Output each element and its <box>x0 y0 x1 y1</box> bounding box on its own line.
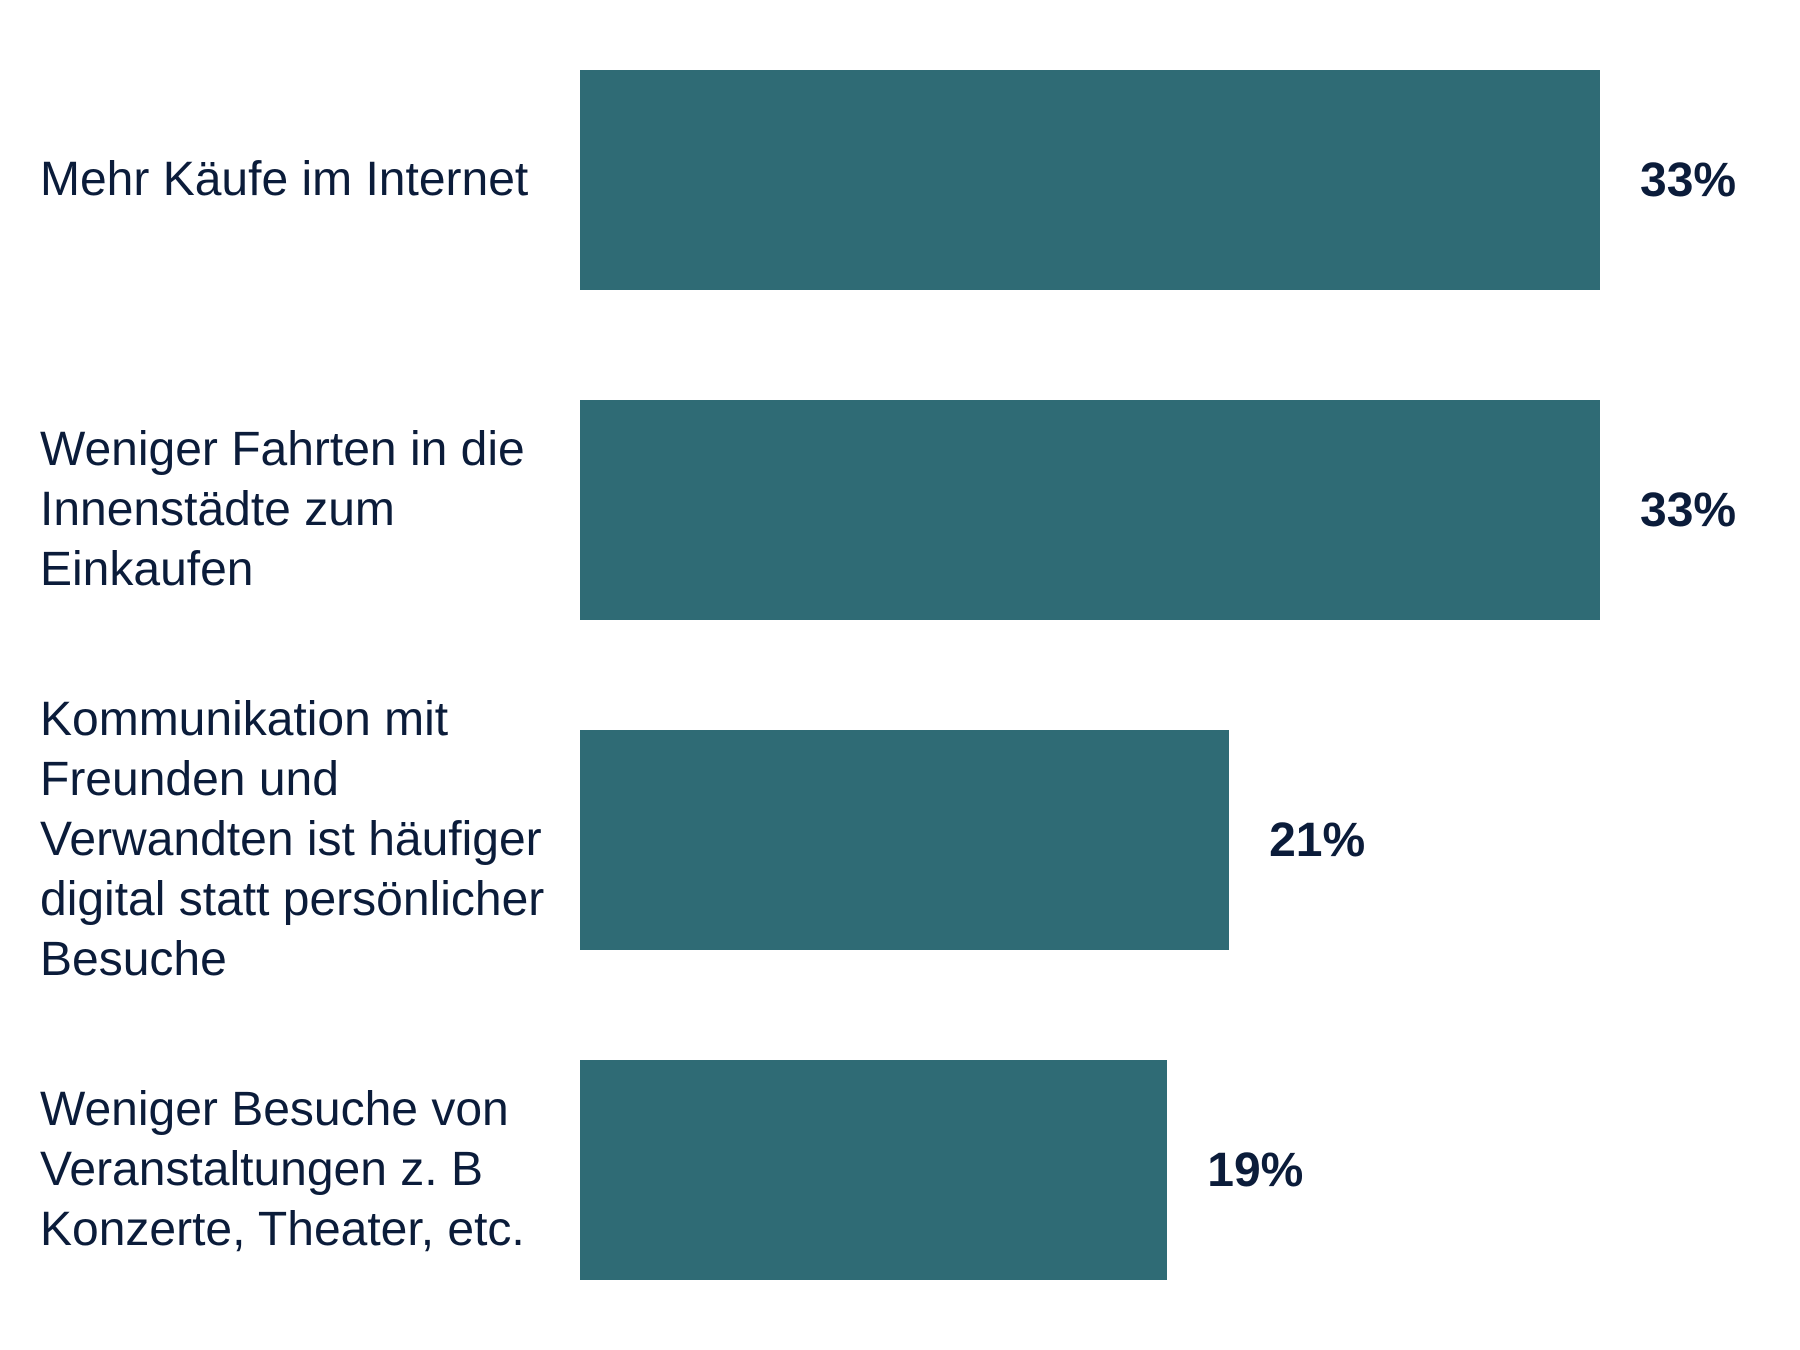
chart-row: Weniger Besuche von Veranstaltungen z. B… <box>40 1030 1760 1310</box>
bar-fill <box>580 400 1600 620</box>
bar-fill <box>580 730 1229 950</box>
bar-label: Mehr Käufe im Internet <box>40 150 580 210</box>
bar-track: 21% <box>580 730 1760 950</box>
bar-chart: Mehr Käufe im Internet 33% Weniger Fahrt… <box>0 0 1800 1350</box>
bar-track: 19% <box>580 1060 1760 1280</box>
bar-track: 33% <box>580 70 1760 290</box>
bar-value: 21% <box>1269 813 1365 868</box>
bar-fill <box>580 1060 1167 1280</box>
bar-value: 19% <box>1207 1143 1303 1198</box>
chart-row: Mehr Käufe im Internet 33% <box>40 40 1760 320</box>
chart-row: Weniger Fahrten in die Innenstädte zum E… <box>40 370 1760 650</box>
chart-row: Kommunikation mit Freunden und Verwandte… <box>40 700 1760 980</box>
bar-fill <box>580 70 1600 290</box>
bar-label: Weniger Fahrten in die Innenstädte zum E… <box>40 420 580 600</box>
bar-label: Kommunikation mit Freunden und Verwandte… <box>40 690 580 990</box>
bar-track: 33% <box>580 400 1760 620</box>
bar-value: 33% <box>1640 483 1736 538</box>
bar-value: 33% <box>1640 153 1736 208</box>
bar-label: Weniger Besuche von Veranstaltungen z. B… <box>40 1080 580 1260</box>
